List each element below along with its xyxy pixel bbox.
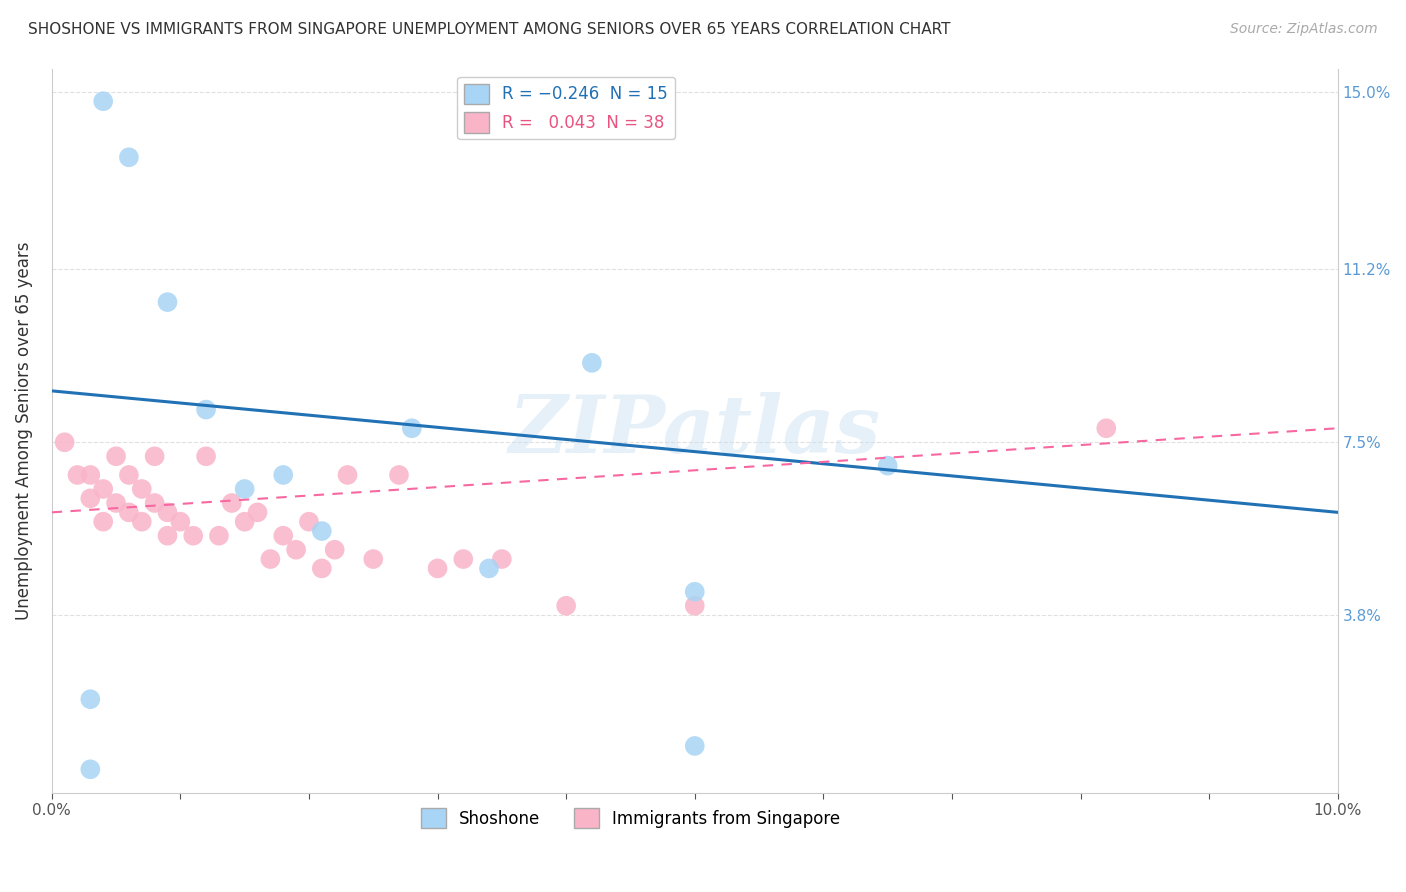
Y-axis label: Unemployment Among Seniors over 65 years: Unemployment Among Seniors over 65 years [15,242,32,620]
Point [683,584,706,599]
Point [388,467,411,482]
Point [581,356,603,370]
Point [683,599,706,613]
Point [131,482,153,496]
Point [91,515,114,529]
Point [53,435,76,450]
Point [131,515,153,529]
Point [195,402,218,417]
Point [169,515,191,529]
Point [118,467,141,482]
Point [79,762,101,776]
Point [298,515,321,529]
Point [478,561,501,575]
Point [683,739,706,753]
Point [451,552,474,566]
Point [426,561,449,575]
Point [246,505,269,519]
Point [195,450,218,464]
Point [271,467,294,482]
Point [143,450,166,464]
Point [156,295,179,310]
Point [285,542,308,557]
Point [91,482,114,496]
Point [221,496,243,510]
Point [79,692,101,706]
Point [336,467,359,482]
Point [491,552,513,566]
Point [156,529,179,543]
Text: SHOSHONE VS IMMIGRANTS FROM SINGAPORE UNEMPLOYMENT AMONG SENIORS OVER 65 YEARS C: SHOSHONE VS IMMIGRANTS FROM SINGAPORE UN… [28,22,950,37]
Point [311,561,333,575]
Point [118,505,141,519]
Point [323,542,346,557]
Point [271,529,294,543]
Point [311,524,333,538]
Text: ZIPatlas: ZIPatlas [509,392,880,469]
Point [208,529,231,543]
Point [91,94,114,108]
Point [259,552,281,566]
Point [118,150,141,164]
Point [143,496,166,510]
Point [1095,421,1118,435]
Point [876,458,898,473]
Point [79,491,101,506]
Point [233,482,256,496]
Point [79,467,101,482]
Point [156,505,179,519]
Point [555,599,578,613]
Text: Source: ZipAtlas.com: Source: ZipAtlas.com [1230,22,1378,37]
Point [361,552,384,566]
Point [66,467,89,482]
Legend: Shoshone, Immigrants from Singapore: Shoshone, Immigrants from Singapore [415,801,846,835]
Point [105,450,128,464]
Point [401,421,423,435]
Point [233,515,256,529]
Point [105,496,128,510]
Point [181,529,204,543]
